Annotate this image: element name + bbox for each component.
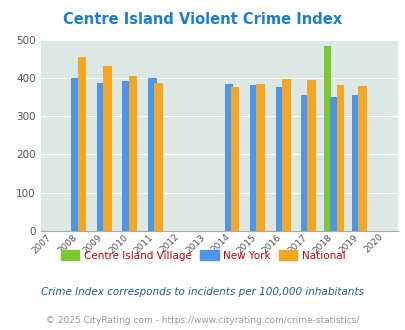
Bar [128, 76, 137, 231]
Bar [301, 95, 309, 231]
Bar [122, 81, 131, 231]
Bar [230, 87, 239, 231]
Bar [147, 78, 156, 231]
Bar [351, 95, 360, 231]
Bar [358, 85, 366, 231]
Bar [224, 84, 233, 231]
Bar [256, 84, 264, 231]
Bar [275, 87, 283, 231]
Text: Crime Index corresponds to incidents per 100,000 inhabitants: Crime Index corresponds to incidents per… [41, 287, 364, 297]
Bar [330, 97, 337, 231]
Bar [71, 78, 80, 231]
Bar [249, 85, 258, 231]
Bar [307, 80, 315, 231]
Bar [154, 83, 162, 231]
Text: Centre Island Violent Crime Index: Centre Island Violent Crime Index [63, 12, 342, 26]
Bar [323, 46, 330, 231]
Text: © 2025 CityRating.com - https://www.cityrating.com/crime-statistics/: © 2025 CityRating.com - https://www.city… [46, 315, 359, 325]
Bar [281, 79, 290, 231]
Legend: Centre Island Village, New York, National: Centre Island Village, New York, Nationa… [56, 246, 349, 265]
Bar [77, 57, 86, 231]
Bar [97, 83, 105, 231]
Bar [336, 85, 343, 231]
Bar [103, 66, 112, 231]
